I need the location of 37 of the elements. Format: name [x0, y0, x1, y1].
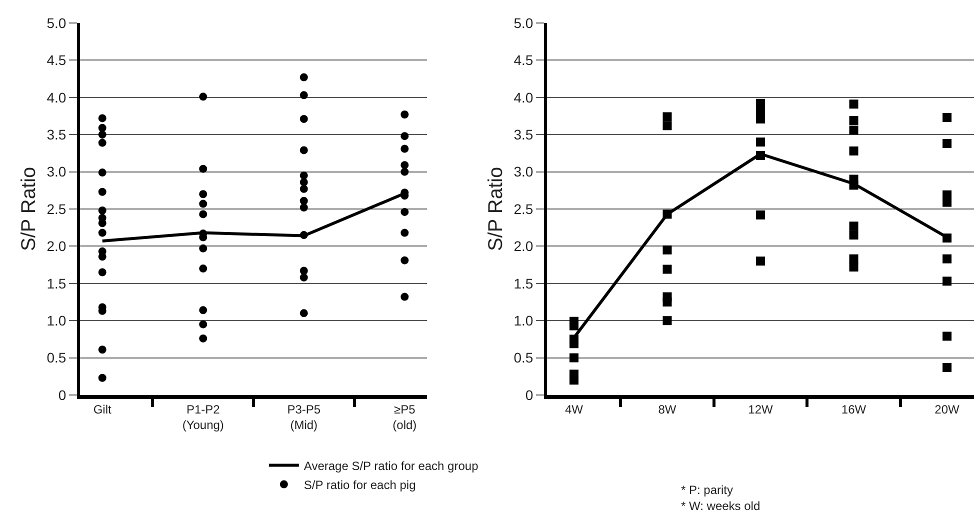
y-tick-label: 5.0: [514, 14, 534, 31]
y-tick-label: 0.5: [514, 350, 534, 366]
legend-label: S/P ratio for each pig: [304, 478, 416, 492]
x-tick-label: 8W: [658, 402, 677, 416]
y-tick-label: 2.0: [46, 238, 66, 254]
y-tick-label: 2.5: [514, 200, 534, 217]
y-tick-label: 4.0: [46, 89, 66, 106]
y-tick-label: 0: [525, 386, 534, 403]
x-tick-label: 20W: [934, 402, 960, 416]
y-tick-label: 1.0: [46, 312, 66, 328]
x-tick-label: 16W: [841, 402, 867, 416]
y-tick-label: 1.5: [46, 275, 66, 292]
y-axis-title: S/P Ratio: [18, 166, 40, 252]
x-tick-label: 12W: [748, 402, 774, 416]
text: * W: weeks old: [681, 499, 760, 513]
y-tick-label: 0: [58, 386, 66, 403]
y-tick-label: 2.0: [514, 238, 534, 254]
x-tick-label: 4W: [564, 402, 584, 416]
y-tick-label: 1.5: [514, 275, 534, 292]
x-tick-label: P1-P2 (Young): [182, 402, 224, 432]
y-tick-label: 3.5: [46, 126, 66, 142]
x-tick-label: ≥P5 (old): [392, 402, 417, 432]
y-tick-label: 0.5: [46, 350, 66, 366]
legend-label: Average S/P ratio for each group: [304, 458, 479, 473]
x-tick-label: Gilt: [93, 402, 112, 416]
y-tick-label: 3.0: [46, 164, 66, 180]
y-tick-label: 1.0: [514, 312, 534, 328]
y-tick-label: 2.5: [46, 200, 66, 217]
y-tick-label: 3.5: [514, 126, 534, 142]
y-tick-label: 4.0: [514, 89, 534, 106]
text: * P: parity: [681, 483, 734, 497]
x-tick-label: P3-P5 (Mid): [287, 402, 321, 432]
y-tick-label: 4.5: [514, 52, 534, 68]
y-tick-label: 4.5: [46, 52, 66, 68]
y-axis-title: S/P Ratio: [485, 166, 508, 252]
y-tick-label: 3.0: [514, 164, 534, 180]
y-tick-label: 5.0: [46, 14, 66, 31]
